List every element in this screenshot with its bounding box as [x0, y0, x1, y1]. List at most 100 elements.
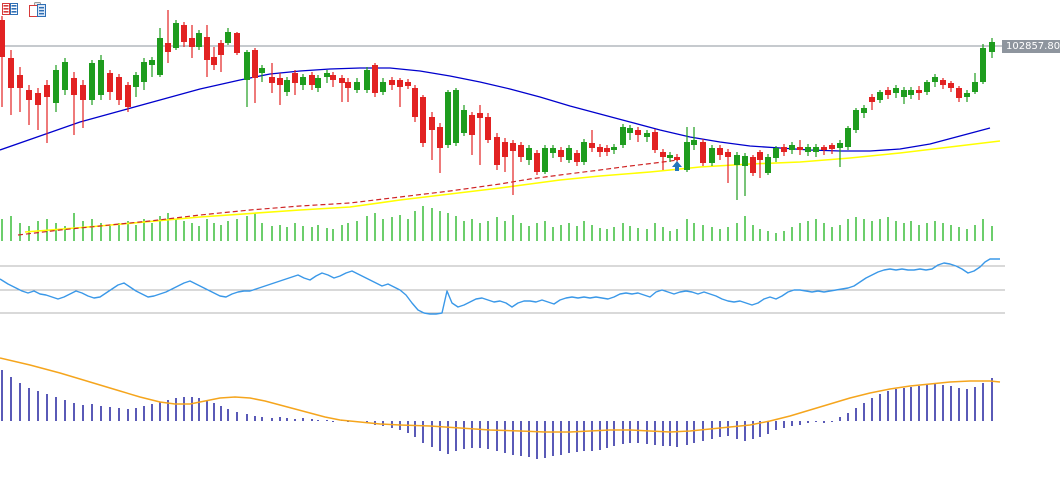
candle-body: [691, 140, 697, 145]
ma-fast-blue-line: [0, 67, 991, 152]
candle-body: [44, 85, 50, 97]
candle-body: [972, 82, 978, 92]
candle-body: [620, 127, 626, 145]
candle-body: [469, 115, 475, 135]
candle-body: [765, 157, 771, 173]
candle-body: [461, 110, 467, 133]
candle-body: [98, 60, 104, 95]
candle-body: [89, 63, 95, 100]
candle-body: [700, 142, 706, 163]
candle-body: [189, 38, 195, 47]
candle-body: [709, 148, 715, 163]
candle-body: [893, 88, 899, 93]
candle-body: [107, 73, 113, 92]
ma-slow-yellow-line: [24, 140, 1001, 233]
candle-body: [71, 78, 77, 95]
candle-body: [315, 78, 321, 88]
candle-body: [437, 127, 443, 148]
candle-body: [292, 73, 298, 83]
candle-body: [17, 75, 23, 88]
candle-body: [742, 156, 748, 166]
chart-toolbar: [2, 2, 46, 17]
candle-body: [845, 128, 851, 147]
candle-body: [885, 90, 891, 95]
candle-body: [324, 73, 330, 77]
candle-body: [420, 97, 426, 143]
candle-body: [877, 92, 883, 100]
candle-body: [502, 142, 508, 157]
macd-signal-line: [0, 357, 1001, 433]
current-price-badge: 102857.80: [1002, 40, 1060, 53]
candle-body: [956, 88, 962, 98]
candle-body: [8, 58, 14, 88]
candle-body: [244, 52, 250, 80]
candle-body: [354, 82, 360, 90]
candle-body: [300, 77, 306, 85]
candle-body: [339, 78, 345, 83]
candle-body: [829, 145, 835, 149]
candle-body: [526, 148, 532, 160]
candle-body: [429, 117, 435, 130]
market-watch-icon: [2, 3, 19, 20]
candle-body: [948, 83, 954, 88]
candle-body: [652, 132, 658, 150]
copy-chart-icon: [28, 2, 46, 21]
candle-body: [750, 157, 756, 173]
candle-body: [518, 145, 524, 157]
candle-body: [734, 155, 740, 165]
candle-body: [309, 75, 315, 85]
candle-body: [80, 85, 86, 100]
candle-body: [133, 75, 139, 87]
candle-body: [534, 153, 540, 172]
candle-body: [869, 97, 875, 102]
candle-body: [330, 75, 336, 80]
candle-body: [725, 152, 731, 157]
candle-body: [510, 143, 516, 151]
candle-body: [964, 93, 970, 97]
candle-body: [125, 85, 131, 107]
market-watch-button[interactable]: [2, 2, 19, 17]
candle-body: [259, 68, 265, 73]
candle-body: [980, 48, 986, 82]
oscillator-line: [0, 258, 1000, 315]
copy-chart-button[interactable]: [28, 2, 46, 17]
candle-body: [345, 82, 351, 88]
candle-body: [269, 77, 275, 83]
candle-body: [674, 157, 680, 160]
candle-body: [805, 147, 811, 152]
candle-body: [412, 88, 418, 117]
candle-body: [225, 32, 231, 43]
candle-body: [989, 42, 995, 52]
candle-body: [173, 23, 179, 48]
candle-body: [932, 77, 938, 82]
candle-body: [684, 142, 690, 170]
candle-body: [26, 90, 32, 100]
candle-body: [813, 147, 819, 152]
candle-body: [757, 152, 763, 160]
candle-body: [284, 80, 290, 92]
candle-body: [589, 143, 595, 148]
candle-body: [853, 110, 859, 130]
candle-body: [218, 43, 224, 55]
candle-body: [558, 150, 564, 157]
candle-body: [940, 80, 946, 85]
candle-body: [635, 130, 641, 135]
candle-body: [380, 82, 386, 92]
trend-dashed-line: [17, 159, 679, 236]
candle-body: [53, 70, 59, 103]
candle-body: [0, 20, 5, 57]
candle-body: [477, 113, 483, 118]
candle-body: [149, 60, 155, 65]
candle-body: [797, 147, 803, 150]
candle-body: [211, 57, 217, 65]
candle-body: [485, 117, 491, 140]
candle-body: [116, 77, 122, 100]
candle-body: [627, 128, 633, 133]
candle-body: [157, 38, 163, 75]
candle-body: [924, 82, 930, 92]
candle-body: [196, 33, 202, 47]
candle-body: [397, 80, 403, 87]
candle-body: [277, 78, 283, 85]
candle-body: [861, 108, 867, 113]
